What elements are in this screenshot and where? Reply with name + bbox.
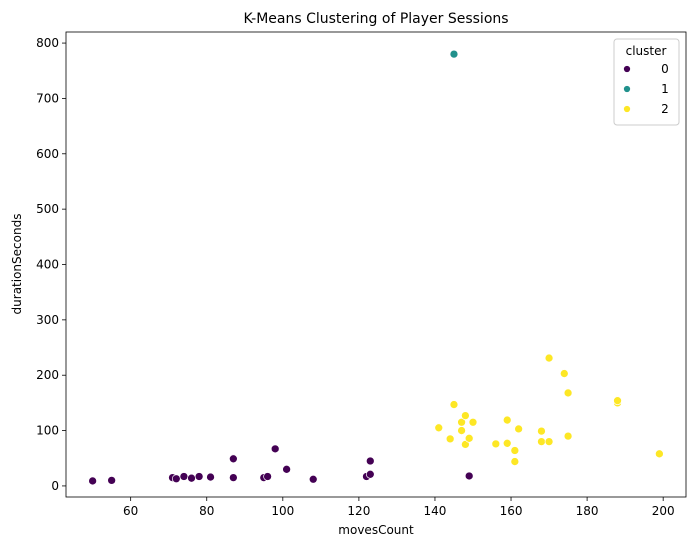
data-point-cluster-1 <box>449 49 459 59</box>
data-point-cluster-2 <box>559 369 569 378</box>
data-point-cluster-0 <box>464 471 474 481</box>
data-point-cluster-0 <box>229 473 238 482</box>
x-tick-label: 180 <box>576 504 599 518</box>
data-point-cluster-2 <box>537 437 546 446</box>
y-axis-ticks: 0 100 200 300 400 500 600 700 800 <box>36 36 66 493</box>
x-tick-label: 160 <box>500 504 523 518</box>
x-tick-label: 80 <box>199 504 214 518</box>
data-point-cluster-2 <box>613 396 622 406</box>
data-point-cluster-0 <box>179 472 189 481</box>
data-point-cluster-2 <box>434 423 444 433</box>
data-point-cluster-0 <box>187 473 196 483</box>
x-tick-label: 120 <box>347 504 370 518</box>
data-point-cluster-2 <box>563 388 573 398</box>
data-point-cluster-0 <box>263 472 272 481</box>
data-point-cluster-0 <box>171 474 181 484</box>
data-point-cluster-0 <box>365 456 375 466</box>
data-point-cluster-2 <box>464 433 474 443</box>
legend: cluster 0 1 2 <box>613 38 680 126</box>
x-tick-label: 140 <box>424 504 447 518</box>
data-point-cluster-2 <box>510 457 520 466</box>
legend-items: 0 1 2 <box>623 62 669 116</box>
data-point-cluster-0 <box>229 454 238 464</box>
legend-label-0: 0 <box>661 62 669 76</box>
data-point-cluster-2 <box>544 437 554 446</box>
data-point-cluster-2 <box>510 446 520 455</box>
data-point-cluster-0 <box>194 472 204 481</box>
legend-box <box>613 38 680 126</box>
x-axis-ticks: 60 80 100 120 140 160 180 200 <box>123 497 675 518</box>
legend-marker-1 <box>623 85 631 93</box>
data-points <box>88 49 664 486</box>
data-point-cluster-0 <box>206 472 215 482</box>
data-point-cluster-2 <box>457 426 466 435</box>
legend-marker-2 <box>623 105 631 113</box>
y-tick-label: 500 <box>36 202 59 216</box>
y-tick-label: 100 <box>36 424 59 438</box>
x-tick-label: 60 <box>123 504 138 518</box>
y-tick-label: 0 <box>51 479 59 493</box>
legend-label-1: 1 <box>661 82 669 96</box>
legend-label-2: 2 <box>661 102 669 116</box>
chart-title: K-Means Clustering of Player Sessions <box>243 11 508 27</box>
data-point-cluster-0 <box>270 444 280 454</box>
legend-marker-0 <box>623 65 631 73</box>
y-tick-label: 600 <box>36 147 59 161</box>
data-point-cluster-2 <box>491 439 501 449</box>
plot-area <box>65 31 687 498</box>
data-point-cluster-2 <box>563 431 573 441</box>
data-point-cluster-0 <box>88 476 97 486</box>
data-point-cluster-2 <box>655 449 664 459</box>
y-tick-label: 200 <box>36 368 59 382</box>
data-point-cluster-2 <box>537 426 546 436</box>
x-tick-label: 100 <box>271 504 294 518</box>
data-point-cluster-0 <box>308 474 318 484</box>
data-point-cluster-2 <box>449 400 459 409</box>
data-point-cluster-2 <box>445 434 455 444</box>
legend-title: cluster <box>626 44 667 58</box>
data-point-cluster-2 <box>514 424 523 434</box>
data-point-cluster-0 <box>107 476 116 485</box>
y-tick-label: 300 <box>36 313 59 327</box>
data-point-cluster-2 <box>468 417 478 427</box>
y-tick-label: 700 <box>36 91 59 105</box>
data-point-cluster-2 <box>502 415 512 425</box>
data-point-cluster-2 <box>461 411 470 420</box>
data-point-cluster-0 <box>282 464 291 474</box>
y-tick-label: 800 <box>36 36 59 50</box>
x-tick-label: 200 <box>652 504 675 518</box>
data-point-cluster-0 <box>365 469 375 479</box>
data-point-cluster-2 <box>502 438 512 448</box>
y-tick-label: 400 <box>36 258 59 272</box>
y-axis-label: durationSeconds <box>10 214 24 315</box>
data-point-cluster-2 <box>544 353 554 363</box>
x-axis-label: movesCount <box>338 523 414 537</box>
